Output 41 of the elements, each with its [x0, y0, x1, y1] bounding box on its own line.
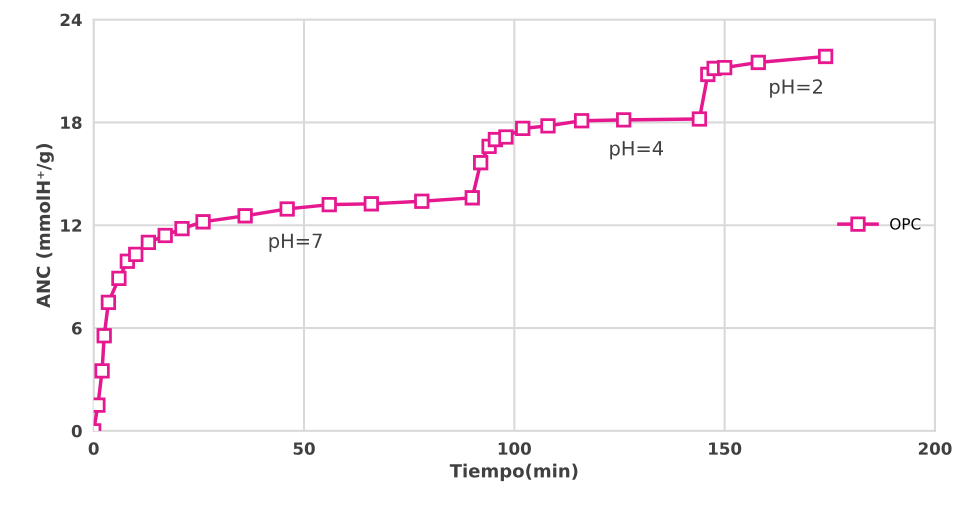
point [96, 328, 112, 344]
point [717, 60, 732, 76]
point [473, 155, 488, 170]
point [515, 120, 530, 136]
point [692, 111, 708, 127]
y-tick-label: 24 [60, 14, 82, 26]
y-tick-label: 0 [72, 424, 82, 438]
x-axis-title: Tiempo(min) [450, 464, 578, 482]
annotation: pH=2 [770, 79, 822, 98]
y-tick-label: 18 [61, 116, 82, 129]
point [174, 221, 190, 236]
point [128, 246, 144, 262]
y-tick-label: 12 [61, 219, 82, 232]
point [140, 234, 156, 250]
x-tick-label: 200 [918, 442, 952, 455]
point [750, 54, 766, 70]
x-tick-label: 0 [88, 442, 99, 455]
point [574, 113, 590, 128]
x-tick-label: 100 [498, 442, 531, 455]
point [237, 208, 253, 224]
x-tick-label: 150 [709, 442, 742, 455]
point [280, 201, 295, 217]
point [464, 190, 480, 206]
legend-label: OPC [890, 218, 920, 230]
y-tick-label: 6 [72, 322, 82, 335]
point [364, 196, 379, 212]
point [111, 270, 127, 286]
point [540, 118, 556, 134]
point [94, 363, 110, 379]
point [100, 294, 116, 310]
point [158, 228, 173, 244]
annotation: pH=4 [610, 141, 664, 160]
point [498, 129, 514, 145]
point [616, 112, 632, 128]
y-axis-title: ANC (mmolH⁺/g) [36, 144, 54, 308]
point [322, 197, 337, 212]
x-tick-label: 50 [294, 442, 315, 455]
point [818, 48, 834, 64]
point [414, 194, 430, 209]
annotation: pH=7 [270, 234, 322, 252]
point [195, 214, 211, 230]
